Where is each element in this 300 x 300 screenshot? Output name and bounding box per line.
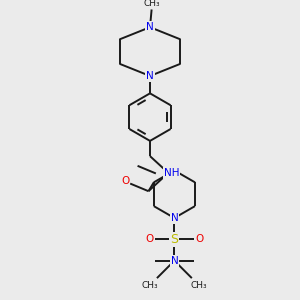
Text: N: N (170, 213, 178, 223)
Text: O: O (145, 234, 153, 244)
Text: S: S (170, 233, 178, 246)
Text: N: N (146, 71, 154, 81)
Text: NH: NH (164, 168, 179, 178)
Text: CH₃: CH₃ (142, 280, 158, 290)
Text: O: O (196, 234, 204, 244)
Text: O: O (121, 176, 129, 186)
Text: N: N (146, 22, 154, 32)
Text: CH₃: CH₃ (143, 0, 160, 8)
Text: CH₃: CH₃ (190, 280, 207, 290)
Text: N: N (170, 256, 178, 266)
